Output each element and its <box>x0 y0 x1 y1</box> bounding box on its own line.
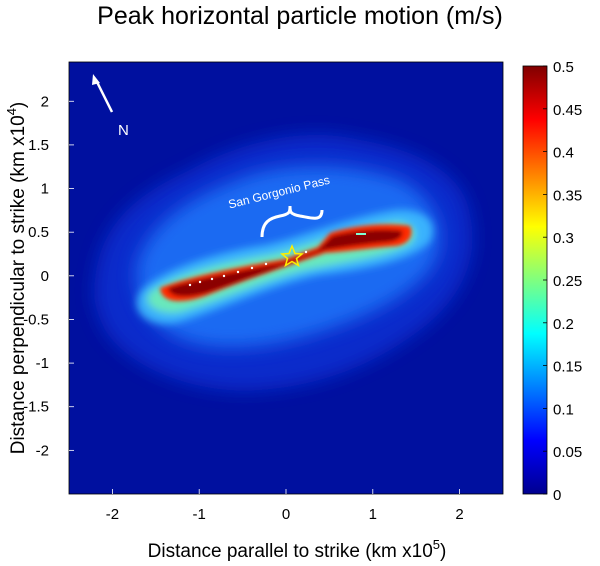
y-tick-label: -0.5 <box>23 311 49 328</box>
colorbar-tick-label: 0.05 <box>553 444 582 461</box>
colorbar-ticks: 0.5 0.45 0.4 0.35 0.3 0.25 0.2 0.15 0.1 0.05 0 <box>543 59 582 504</box>
colorbar-tick-label: 0.35 <box>553 187 582 204</box>
y-axis-label-end: ) <box>8 102 29 108</box>
y-axis-label-exponent: 4 <box>4 108 19 115</box>
y-tick-label: 0.5 <box>28 224 49 241</box>
epicenter-star-icon <box>280 243 304 268</box>
y-tick-label: -1 <box>36 355 49 372</box>
y-tick-label: 1.5 <box>28 137 49 154</box>
chart-title: Peak horizontal particle motion (m/s) <box>97 2 503 30</box>
x-tick-label: 0 <box>282 506 290 523</box>
x-axis-label-end: ) <box>440 541 446 562</box>
x-tick-label: -2 <box>106 506 119 523</box>
san-gorgonio-pass-brace <box>260 205 324 238</box>
x-axis-label-exponent: 5 <box>433 537 440 552</box>
x-tick-label: 2 <box>455 506 463 523</box>
fault-trace <box>188 233 366 287</box>
y-tick-label: 1 <box>41 181 49 198</box>
colorbar-tick-label: 0.25 <box>553 273 582 290</box>
y-tick-label: -1.5 <box>23 399 49 416</box>
x-tick-label: -1 <box>193 506 206 523</box>
y-tick-label: 0 <box>41 268 49 285</box>
y-tick-label: -2 <box>36 442 49 459</box>
colorbar-tick-label: 0.45 <box>553 102 582 119</box>
colorbar-tick-label: 0.15 <box>553 359 582 376</box>
colorbar-tick-label: 0.2 <box>553 316 574 333</box>
north-arrow: N <box>92 74 129 139</box>
colorbar-tick-label: 0.5 <box>553 59 574 76</box>
x-tick-label: 1 <box>369 506 377 523</box>
colorbar-tick-label: 0 <box>553 487 561 504</box>
x-axis-label-text: Distance parallel to strike (km x10 <box>148 541 433 562</box>
x-axis-label: Distance parallel to strike (km x105) <box>148 537 447 562</box>
heatmap-plot: San Gorgonio Pass N <box>69 62 503 494</box>
colorbar-tick-label: 0.1 <box>553 401 574 418</box>
y-axis-ticks: 2 1.5 1 0.5 0 -0.5 -1 -1.5 -2 <box>23 93 74 459</box>
north-arrow-icon <box>92 74 100 85</box>
colorbar-tick-label: 0.4 <box>553 145 574 162</box>
colorbar: 0.5 0.45 0.4 0.35 0.3 0.25 0.2 0.15 0.1 0.05 0 <box>522 59 582 504</box>
y-axis-label: Distance perpendicular to strike (km x10… <box>4 102 29 455</box>
colorbar-tick-label: 0.3 <box>553 230 574 247</box>
y-tick-label: 2 <box>41 93 49 110</box>
y-axis-label-text: Distance perpendicular to strike (km x10 <box>8 115 29 454</box>
x-axis-ticks: -2 -1 0 1 2 <box>106 489 464 523</box>
north-label: N <box>118 122 129 139</box>
